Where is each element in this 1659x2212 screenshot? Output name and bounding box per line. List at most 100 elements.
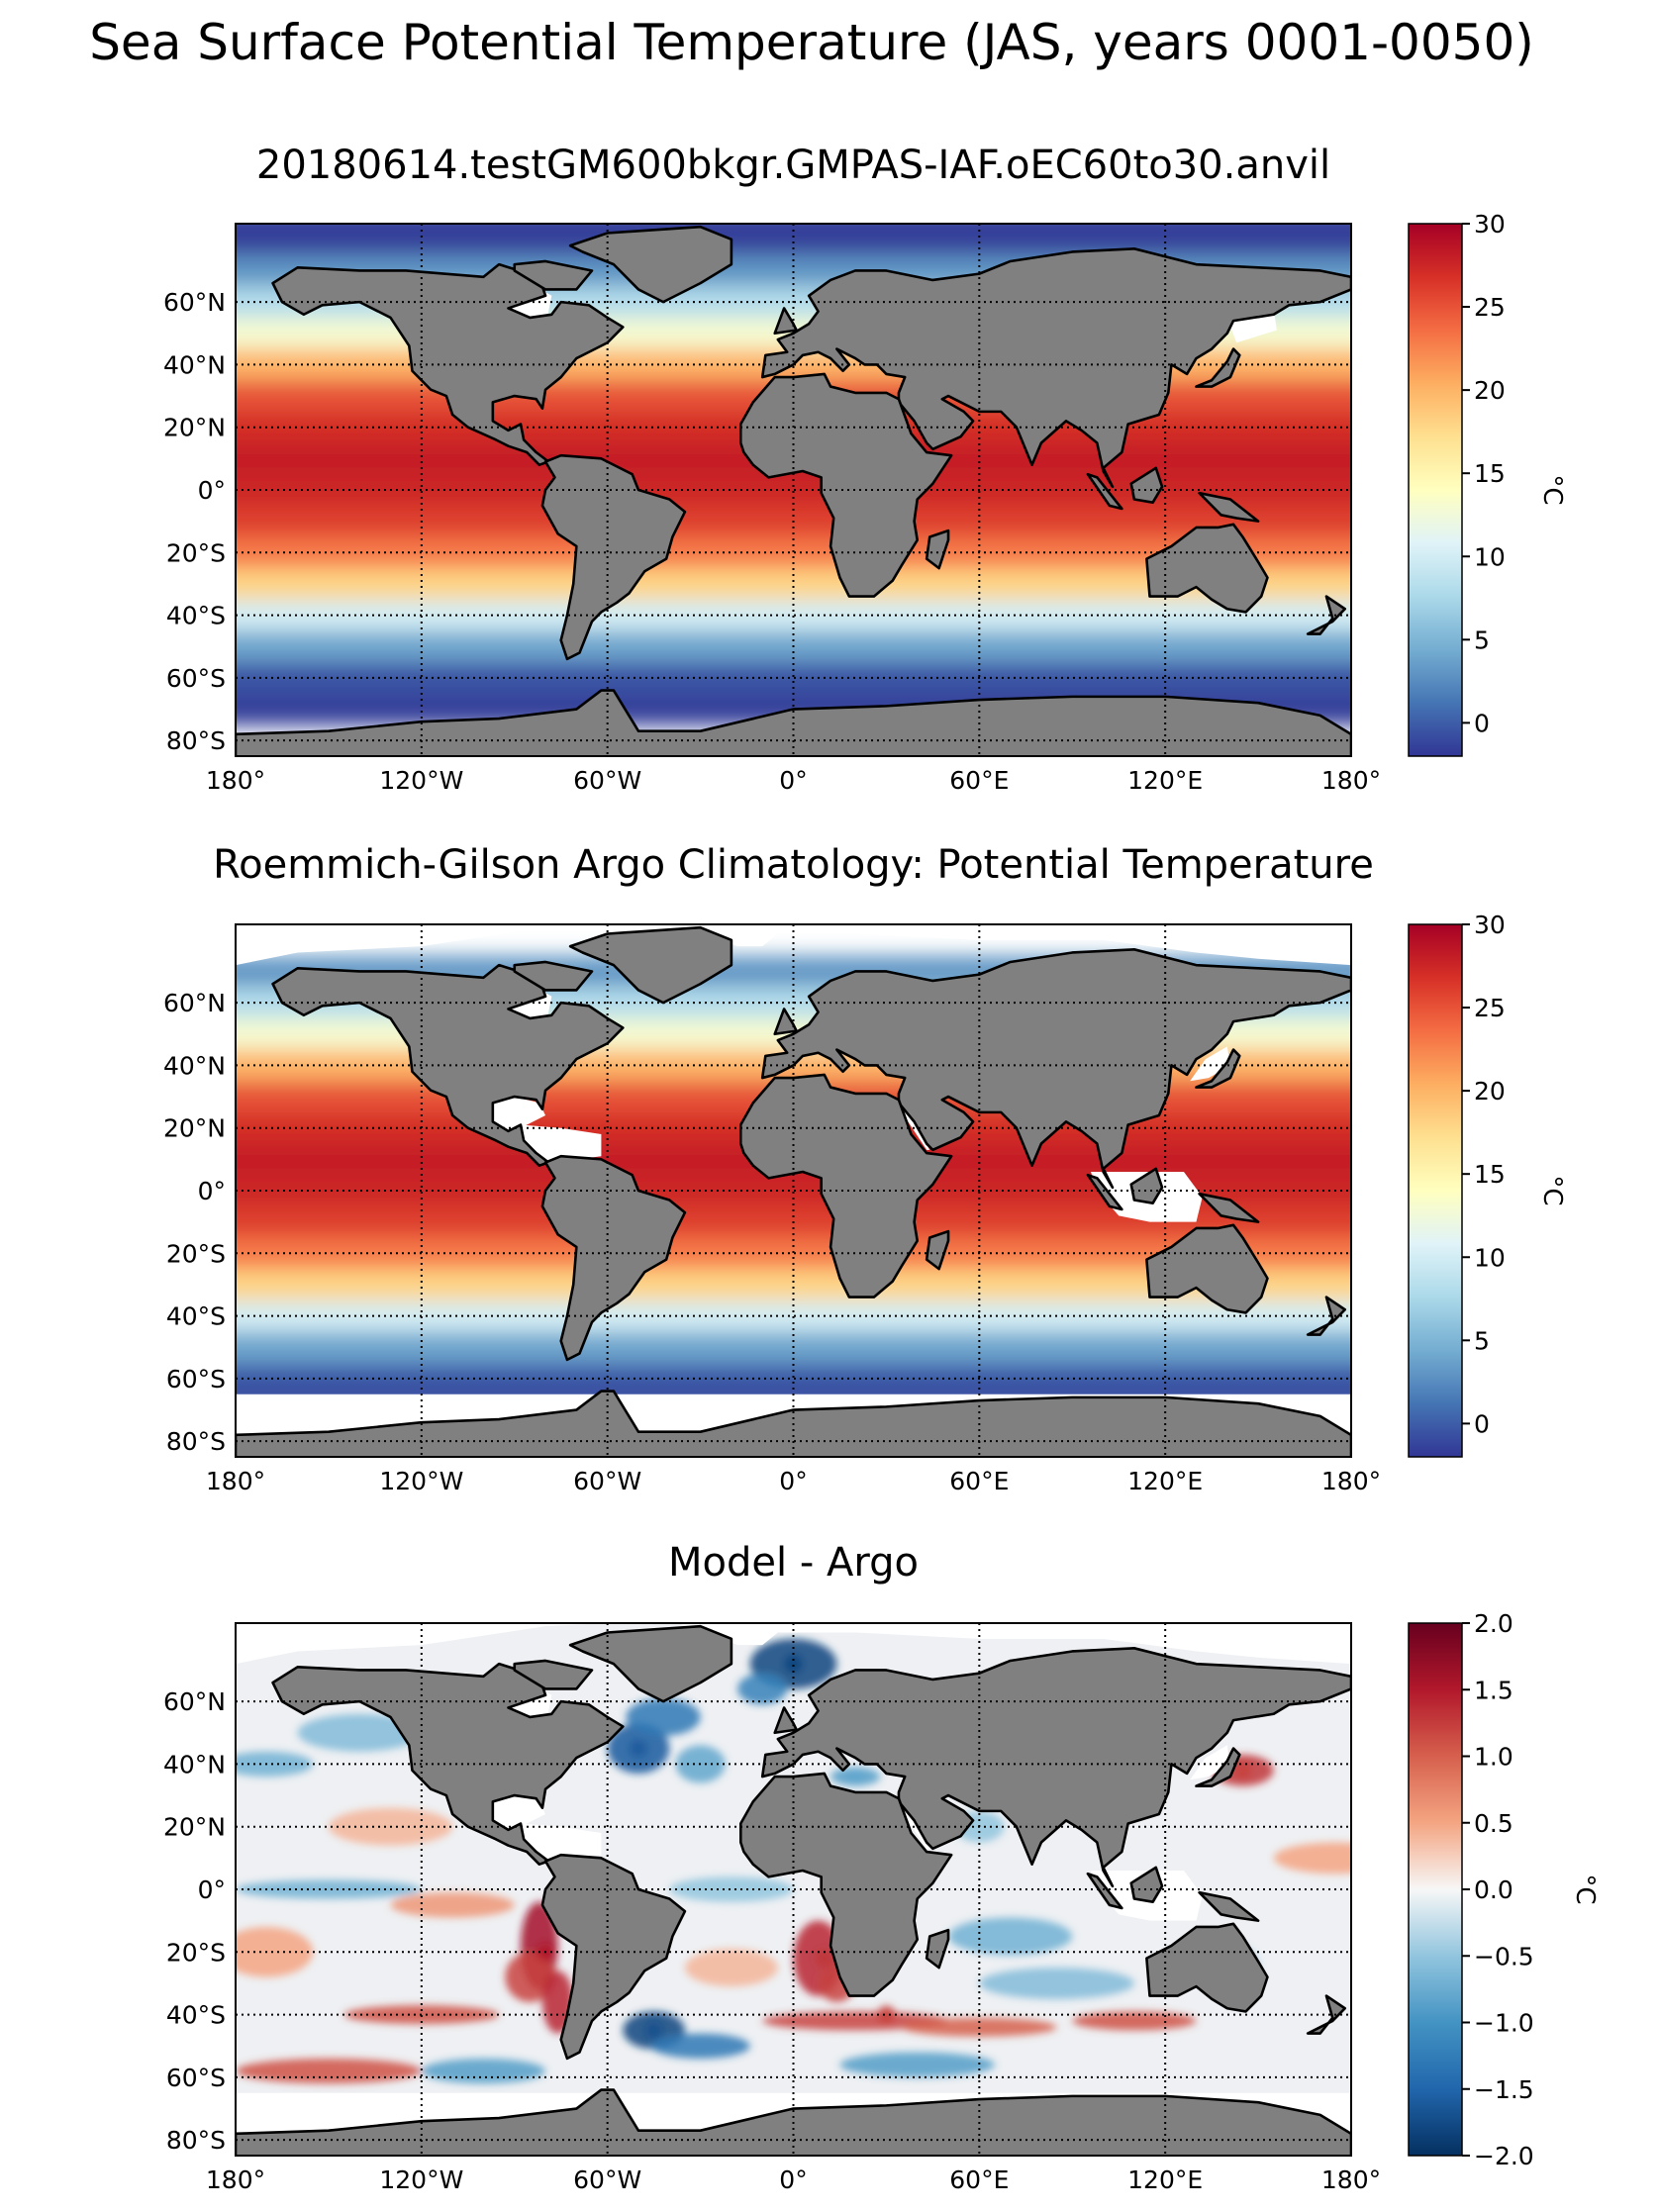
- y-tick-label: 20°S: [166, 1239, 226, 1268]
- x-tick-label: 60°W: [573, 1467, 641, 1495]
- land-australia: [1145, 1223, 1269, 1314]
- y-tick-label: 40°N: [163, 350, 226, 379]
- x-tick-label: 0°: [779, 766, 807, 795]
- anomaly-patch: [948, 1917, 1073, 1956]
- colorbar-label: °C: [1570, 1874, 1600, 1904]
- land-africa: [738, 372, 953, 598]
- anomaly-region: [644, 2021, 663, 2040]
- y-tick-label: 0°: [198, 1177, 226, 1205]
- land-baffin-island: [513, 1659, 594, 1690]
- land-borneo: [1129, 466, 1164, 504]
- missing-data-caribbean-sea: [521, 1124, 602, 1163]
- x-tick-label: 180°: [1321, 766, 1381, 795]
- colorbar-tick-label: 1.5: [1474, 1676, 1513, 1704]
- land-sumatra: [1086, 472, 1123, 511]
- missing-data-arctic-ocean: [236, 924, 1351, 966]
- x-tick-label: 60°E: [949, 1467, 1009, 1495]
- x-tick-label: 180°: [206, 766, 265, 795]
- anomaly-region: [846, 1768, 865, 1786]
- anomaly-patch: [236, 1879, 422, 1899]
- y-tick-label: 80°S: [166, 2126, 226, 2155]
- anomaly-patch: [839, 2052, 995, 2077]
- land-new-zealand: [1306, 1994, 1347, 2035]
- land-new-zealand: [1306, 595, 1347, 635]
- y-tick-label: 60°S: [166, 664, 226, 693]
- missing-data-sea-of-japan: [1190, 1745, 1230, 1780]
- land-borneo: [1129, 1866, 1164, 1903]
- sst-band: [236, 224, 1351, 256]
- map-frame: [235, 1622, 1352, 2157]
- colorbar-tick-label: 20: [1474, 376, 1506, 405]
- colorbar-gradient: [1408, 1622, 1463, 2157]
- land-new-guinea: [1198, 1890, 1260, 1922]
- panel-title: 20180614.testGM600bkgr.GMPAS-IAF.oEC60to…: [256, 143, 1330, 188]
- anomaly-patch: [762, 2011, 949, 2031]
- colorbar-tick-label: 25: [1474, 994, 1506, 1022]
- colorbar-tick-label: 0: [1474, 1409, 1490, 1438]
- colorbar-tick-label: 20: [1474, 1077, 1506, 1106]
- colorbar-tick-label: 30: [1474, 210, 1506, 239]
- panel-title: Model - Argo: [668, 1540, 919, 1586]
- map-panel-2: Roemmich-Gilson Argo Climatology: Potent…: [163, 842, 1567, 1495]
- anomaly-patch: [297, 1713, 422, 1752]
- y-tick-label: 60°S: [166, 1365, 226, 1394]
- land-sumatra: [1086, 1173, 1123, 1211]
- anomaly-region: [815, 1949, 833, 1968]
- land-baffin-island: [513, 259, 594, 291]
- colorbar-gradient: [1408, 223, 1463, 757]
- land-south-america: [540, 1154, 687, 1362]
- y-tick-label: 80°S: [166, 726, 226, 755]
- land-great-britain: [773, 307, 798, 336]
- land-south-america: [540, 453, 687, 661]
- land-eurasia: [760, 247, 1351, 489]
- y-tick-label: 20°N: [163, 1813, 226, 1842]
- anomaly-patch: [1273, 1842, 1351, 1875]
- colorbar-tick-label: 15: [1474, 459, 1506, 488]
- land-south-america: [540, 1853, 687, 2061]
- land-japan: [1195, 1048, 1241, 1089]
- land-africa: [738, 1772, 953, 1997]
- y-tick-label: 60°N: [163, 288, 226, 317]
- y-tick-label: 40°S: [166, 2001, 226, 2030]
- x-tick-label: 120°W: [379, 1467, 463, 1495]
- land-eurasia: [760, 1647, 1351, 1888]
- x-tick-label: 120°W: [379, 2165, 463, 2194]
- anomaly-region: [877, 2005, 896, 2024]
- y-tick-label: 0°: [198, 476, 226, 505]
- land-new-zealand: [1306, 1296, 1347, 1336]
- y-tick-label: 80°S: [166, 1427, 226, 1456]
- colorbar-tick-label: 25: [1474, 293, 1506, 322]
- x-tick-label: 60°W: [573, 2165, 641, 2194]
- colorbar-gradient: [1408, 923, 1463, 1458]
- x-tick-label: 120°E: [1127, 1467, 1203, 1495]
- colorbar-label: °C: [1537, 474, 1567, 505]
- anomaly-patch: [737, 1673, 788, 1705]
- y-tick-label: 40°N: [163, 1051, 226, 1080]
- missing-data-caribbean-sea: [521, 1823, 602, 1862]
- anomaly-patch: [236, 2058, 422, 2084]
- anomaly-patch: [684, 1949, 778, 1987]
- anomaly-patch: [421, 2058, 546, 2084]
- colorbar-tick-label: 5: [1474, 625, 1490, 654]
- y-tick-label: 40°S: [166, 602, 226, 630]
- land-greenland: [568, 1624, 733, 1703]
- y-tick-label: 20°S: [166, 1938, 226, 1967]
- map-frame: [235, 223, 1352, 757]
- sst-band: [236, 1363, 1351, 1388]
- land-greenland: [568, 225, 733, 304]
- land-japan: [1195, 347, 1241, 388]
- land-new-guinea: [1198, 491, 1260, 523]
- map-area: [236, 224, 1351, 756]
- anomaly-patch: [650, 2033, 750, 2059]
- anomaly-region: [1233, 1761, 1252, 1779]
- map-panel-1: 20180614.testGM600bkgr.GMPAS-IAF.oEC60to…: [163, 143, 1567, 795]
- colorbar: 30 25 20 15 10 5 0 °C: [1408, 210, 1567, 757]
- x-tick-label: 60°E: [949, 2165, 1009, 2194]
- x-tick-label: 0°: [779, 1467, 807, 1495]
- anomaly-patch: [626, 1697, 701, 1736]
- colorbar-tick-label: 5: [1474, 1326, 1490, 1355]
- missing-data-gulf-of-mexico: [492, 1795, 546, 1834]
- x-tick-label: 60°W: [573, 766, 641, 795]
- land-great-britain: [773, 1706, 798, 1735]
- colorbar-tick-label: −2.0: [1474, 2142, 1534, 2170]
